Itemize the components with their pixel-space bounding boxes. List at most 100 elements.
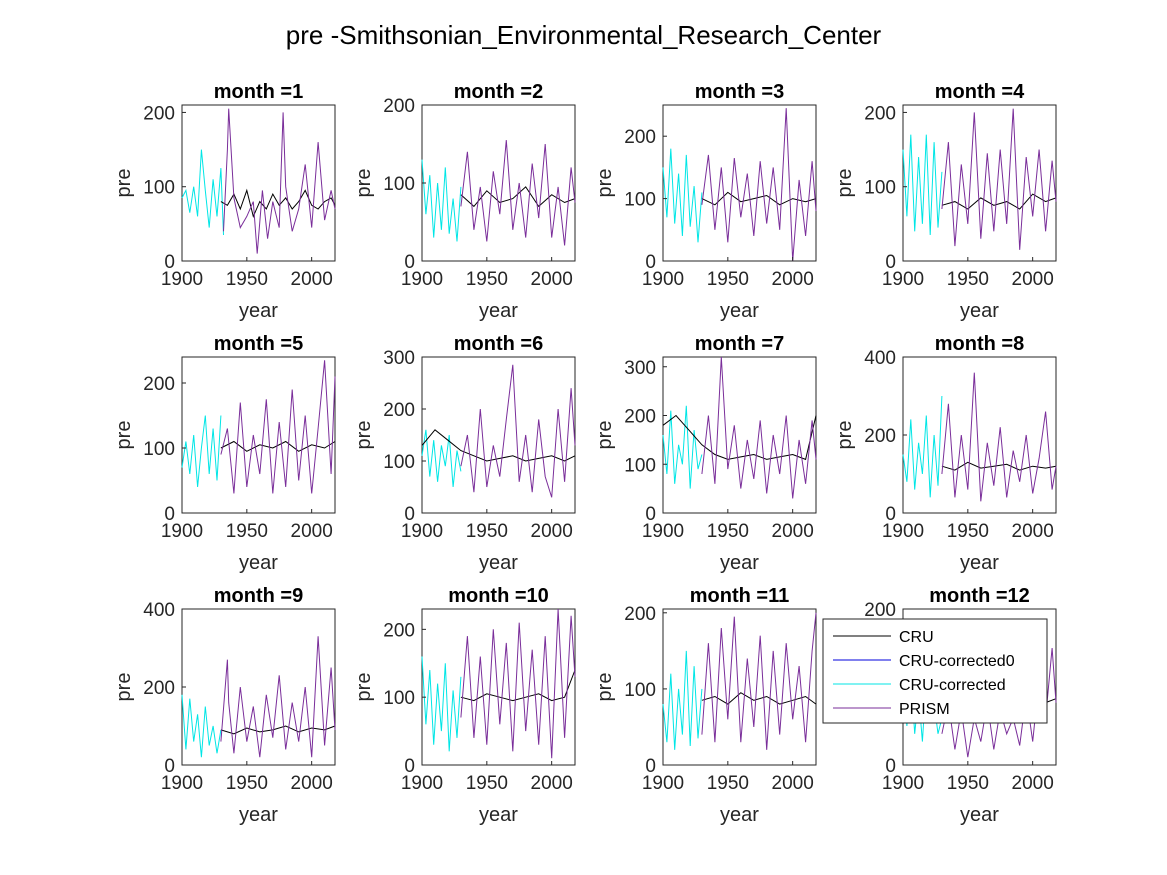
y-tick-label: 0 [404,252,415,273]
x-tick-label: 2000 [1012,521,1054,542]
series-line-cru-corrected [181,415,222,488]
subplot-month-2: 1900 1950 2000 0 100 200 month =2 year pre [353,81,576,322]
subplot-title: month =8 [935,333,1024,355]
y-tick-label: 0 [164,504,175,525]
subplot-title: month =10 [448,585,549,607]
x-tick-label: 1950 [947,773,989,794]
x-tick-label: 2000 [291,773,333,794]
subplot-month-4: 1900 1950 2000 0 100 200 month =4 year pre [834,81,1057,322]
subplot-title: month =7 [695,333,784,355]
y-tick-label: 100 [383,174,415,195]
axes-frame [662,608,817,766]
y-tick-label: 200 [143,678,175,699]
axes-frame [421,608,576,766]
y-tick-label: 200 [383,620,415,641]
series-line-prism [460,608,576,759]
x-tick-label: 1900 [161,521,203,542]
x-axis-label: year [239,804,278,826]
x-tick-label: 1900 [161,773,203,794]
axes-frame [181,608,336,766]
series-line-cru-corrected [902,395,943,498]
x-tick-label: 1950 [466,521,508,542]
y-axis-label: pre [594,673,616,702]
series-line-cru-corrected [662,650,703,750]
y-tick-label: 0 [885,252,896,273]
axes-frame [662,356,817,514]
series-line-prism [460,140,576,246]
y-tick-label: 0 [164,252,175,273]
legend-entry-label: CRU-corrected [899,677,1006,694]
y-tick-label: 0 [164,756,175,777]
x-tick-label: 1900 [642,773,684,794]
y-tick-label: 200 [143,374,175,395]
y-tick-label: 200 [624,604,656,625]
series-line-cru [701,191,817,206]
x-axis-label: year [479,552,518,574]
series-line-prism [220,636,336,758]
series-line-cru-corrected [421,429,462,488]
subplot-title: month =11 [690,585,789,607]
subplot-title: month =4 [935,81,1025,103]
x-tick-label: 2000 [1012,773,1054,794]
x-axis-label: year [960,804,999,826]
x-tick-label: 2000 [291,269,333,290]
series-line-cru [220,725,336,735]
y-axis-label: pre [834,169,856,198]
y-tick-label: 100 [143,178,175,199]
x-tick-label: 1950 [707,269,749,290]
y-axis-label: pre [353,673,375,702]
series-line-cru [220,188,336,218]
x-tick-label: 1900 [882,269,924,290]
subplot-title: month =6 [454,333,543,355]
legend-entry-label: CRU-corrected0 [899,653,1015,670]
y-axis-label: pre [113,673,135,702]
y-tick-label: 200 [624,127,656,148]
y-tick-label: 400 [864,348,896,369]
subplot-title: month =9 [214,585,303,607]
series-line-cru-corrected [181,149,224,236]
axes-frame [902,104,1057,262]
x-tick-label: 2000 [531,269,573,290]
axes-frame [421,104,576,262]
subplot-month-11: 1900 1950 2000 0 100 200 month =11 year pre [594,585,817,826]
series-line-prism [701,612,817,750]
series-line-cru [421,429,576,462]
y-tick-label: 400 [143,600,175,621]
y-tick-label: 200 [864,426,896,447]
axes-frame [662,104,817,262]
y-tick-label: 0 [404,756,415,777]
subplot-title: month =5 [214,333,303,355]
x-tick-label: 1950 [226,269,268,290]
x-tick-label: 1950 [947,269,989,290]
x-axis-label: year [720,300,759,322]
y-tick-label: 100 [383,688,415,709]
series-line-cru [220,440,336,452]
x-tick-label: 2000 [291,521,333,542]
subplot-title: month =12 [929,585,1030,607]
subplot-month-8: 1900 1950 2000 0 200 400 month =8 year pre [834,333,1057,574]
axes-frame [181,356,336,514]
x-axis-label: year [479,300,518,322]
subplot-title: month =2 [454,81,543,103]
series-line-cru [941,193,1057,210]
y-tick-label: 0 [885,504,896,525]
x-tick-label: 1950 [226,773,268,794]
series-line-cru-corrected [421,656,462,752]
y-tick-label: 0 [645,756,656,777]
series-line-cru-corrected [662,148,703,243]
y-tick-label: 200 [143,103,175,124]
x-tick-label: 1900 [642,521,684,542]
series-line-cru-corrected [902,134,943,236]
y-tick-label: 200 [383,96,415,117]
series-line-cru-corrected [662,405,703,489]
series-line-prism [941,372,1057,502]
y-tick-label: 100 [143,439,175,460]
y-tick-label: 100 [864,178,896,199]
y-tick-label: 100 [624,680,656,701]
x-tick-label: 2000 [531,773,573,794]
subplot-month-5: 1900 1950 2000 0 100 200 month =5 year pre [113,333,336,574]
y-axis-label: pre [113,169,135,198]
series-line-cru-corrected [181,694,222,758]
subplot-month-1: 1900 1950 2000 0 100 200 month =1 year pre [113,81,336,322]
